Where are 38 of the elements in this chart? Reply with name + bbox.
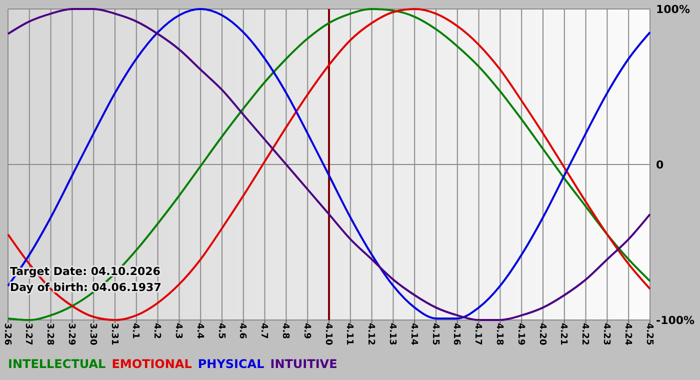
x-tick-label: 4.5 xyxy=(216,323,226,339)
x-tick-label: 3.28 xyxy=(44,323,55,346)
x-tick-label: 4.8 xyxy=(280,323,290,339)
y-tick-label: 100% xyxy=(656,2,690,16)
x-tick-label: 4.14 xyxy=(408,323,418,346)
x-tick-label: 3.26 xyxy=(2,323,12,346)
x-tick-label: 3.27 xyxy=(23,323,34,346)
x-tick-label: 3.31 xyxy=(108,323,119,346)
text: INTUITIVE xyxy=(270,357,338,371)
x-tick-label: 4.12 xyxy=(366,323,376,346)
text: INTELLECTUAL xyxy=(8,357,106,371)
x-tick-label: 4.1 xyxy=(130,323,140,339)
text: PHYSICAL xyxy=(198,357,265,371)
x-tick-label: 4.15 xyxy=(430,323,440,346)
text: EMOTIONAL xyxy=(112,357,192,371)
x-tick-label: 3.29 xyxy=(66,323,76,346)
x-tick-label: 4.24 xyxy=(622,323,632,346)
x-tick-label: 4.16 xyxy=(451,323,462,346)
x-tick-label: 4.18 xyxy=(494,323,504,346)
x-tick-label: 4.23 xyxy=(601,323,612,346)
x-tick-label: 4.4 xyxy=(194,323,204,339)
x-tick-label: 4.17 xyxy=(472,323,483,346)
x-tick-label: 4.7 xyxy=(258,323,269,339)
x-tick-label: 4.6 xyxy=(237,323,248,339)
x-tick-label: 4.10 xyxy=(322,323,333,346)
x-tick-label: 4.20 xyxy=(536,323,547,346)
x-tick-label: 4.25 xyxy=(644,323,654,346)
x-tick-label: 4.2 xyxy=(152,323,162,339)
x-tick-label: 4.22 xyxy=(580,323,590,346)
x-tick-label: 4.11 xyxy=(344,323,354,346)
y-tick-label: -100% xyxy=(656,314,695,327)
x-tick-label: 4.9 xyxy=(301,323,312,339)
x-tick-label: 4.19 xyxy=(515,323,526,346)
x-tick-label: 4.21 xyxy=(558,323,568,346)
x-tick-label: 4.13 xyxy=(387,323,398,346)
x-tick-label: 3.30 xyxy=(87,323,98,346)
y-tick-label: 0 xyxy=(656,158,664,172)
x-tick-label: 4.3 xyxy=(173,323,184,339)
